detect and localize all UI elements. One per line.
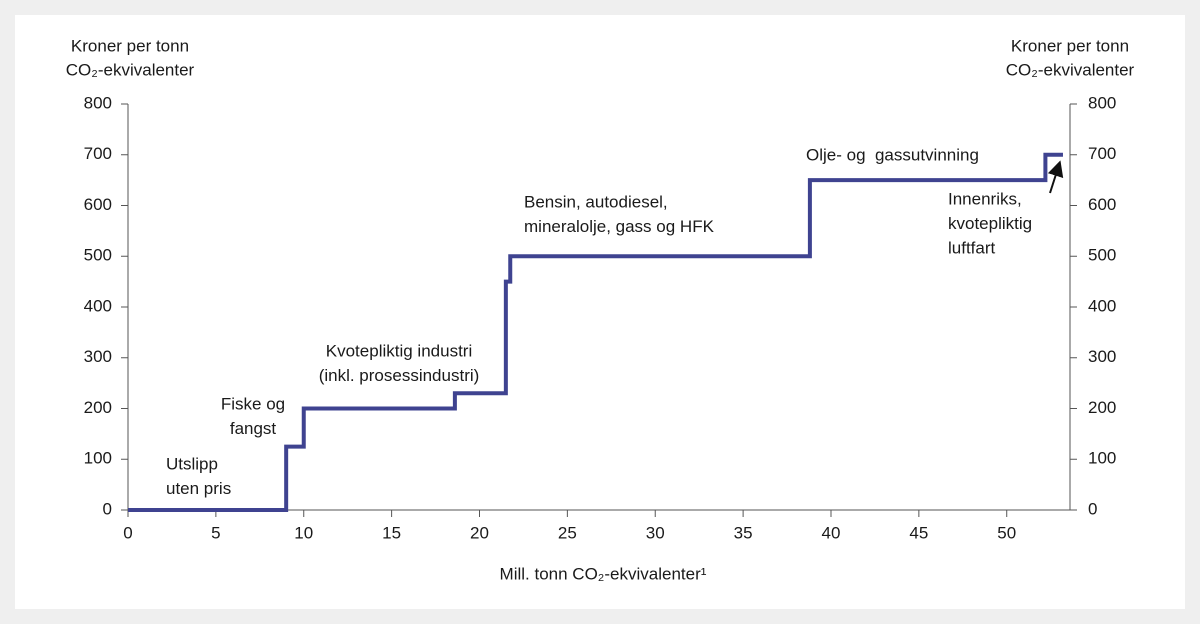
y-tick-label: 500 [84,246,112,265]
annotation: Fiske og [221,394,285,413]
y-tick-label: 800 [84,93,112,112]
y2-axis-label: Kroner per tonn [1011,36,1129,55]
annotation: Innenriks, [948,189,1022,208]
annotation: Utslipp [166,454,218,473]
y2-tick-label: 500 [1088,246,1116,265]
y-tick-label: 300 [84,347,112,366]
y2-tick-label: 600 [1088,195,1116,214]
x-tick-label: 40 [822,523,841,542]
annotation: fangst [230,419,277,438]
y2-tick-label: 800 [1088,93,1116,112]
x-tick-label: 35 [734,523,753,542]
annotation: Olje- og gassutvinning [806,145,979,164]
annotation: (inkl. prosessindustri) [319,366,480,385]
y-tick-label: 0 [103,499,112,518]
annotation-arrow [1047,160,1064,194]
x-tick-label: 10 [294,523,313,542]
y2-tick-label: 400 [1088,296,1116,315]
annotation: kvotepliktig [948,214,1032,233]
x-tick-label: 15 [382,523,401,542]
y2-axis-label: CO₂-ekvivalenter [1006,60,1135,79]
y2-tick-label: 700 [1088,144,1116,163]
x-tick-label: 50 [997,523,1016,542]
y2-tick-label: 0 [1088,499,1097,518]
x-tick-label: 45 [909,523,928,542]
y-tick-label: 100 [84,449,112,468]
y-tick-label: 200 [84,398,112,417]
x-tick-label: 5 [211,523,220,542]
x-tick-label: 30 [646,523,665,542]
annotation: mineralolje, gass og HFK [524,217,715,236]
y-axis-label: Kroner per tonn [71,36,189,55]
annotation: Bensin, autodiesel, [524,192,668,211]
y2-tick-label: 200 [1088,398,1116,417]
y-tick-label: 600 [84,195,112,214]
y-axis-label: CO₂-ekvivalenter [66,60,195,79]
step-line [128,152,1063,512]
x-tick-label: 20 [470,523,489,542]
y-tick-label: 700 [84,144,112,163]
y-tick-label: 400 [84,296,112,315]
annotation: luftfart [948,238,996,257]
annotation: Kvotepliktig industri [326,341,472,360]
x-tick-label: 25 [558,523,577,542]
x-tick-label: 0 [123,523,132,542]
annotation: uten pris [166,479,231,498]
chart-background [15,15,1185,609]
x-axis-label: Mill. tonn CO₂-ekvivalenter¹ [500,564,707,583]
y2-tick-label: 100 [1088,449,1116,468]
y2-tick-label: 300 [1088,347,1116,366]
